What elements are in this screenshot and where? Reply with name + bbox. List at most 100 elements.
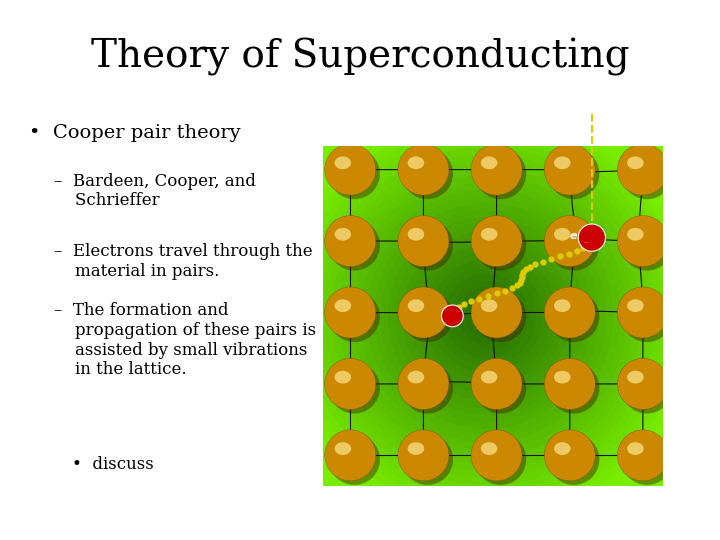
Ellipse shape (475, 362, 526, 414)
Circle shape (338, 168, 634, 463)
Ellipse shape (549, 434, 599, 485)
Ellipse shape (475, 148, 526, 199)
Circle shape (332, 161, 641, 470)
Ellipse shape (617, 215, 668, 267)
Text: •  discuss: • discuss (72, 456, 154, 473)
Ellipse shape (544, 430, 595, 481)
Ellipse shape (617, 430, 668, 481)
Circle shape (395, 225, 577, 407)
Ellipse shape (335, 442, 351, 455)
Ellipse shape (408, 299, 424, 312)
Circle shape (374, 204, 599, 428)
Ellipse shape (617, 287, 668, 338)
Ellipse shape (549, 148, 599, 199)
Ellipse shape (329, 148, 380, 199)
Circle shape (416, 246, 557, 386)
Ellipse shape (554, 299, 570, 312)
Ellipse shape (329, 220, 380, 271)
Ellipse shape (621, 291, 672, 342)
Text: •  Cooper pair theory: • Cooper pair theory (29, 124, 240, 142)
Circle shape (289, 119, 683, 513)
Ellipse shape (325, 287, 376, 338)
Ellipse shape (325, 144, 376, 195)
Ellipse shape (549, 362, 599, 414)
Circle shape (578, 224, 606, 251)
Ellipse shape (481, 371, 498, 383)
Ellipse shape (402, 291, 453, 342)
Ellipse shape (408, 228, 424, 241)
Ellipse shape (621, 148, 672, 199)
Ellipse shape (398, 359, 449, 409)
Ellipse shape (408, 157, 424, 169)
Text: Theory of Superconducting: Theory of Superconducting (91, 38, 629, 76)
Circle shape (381, 211, 592, 421)
Ellipse shape (617, 144, 668, 195)
Circle shape (318, 147, 655, 484)
Ellipse shape (621, 362, 672, 414)
Circle shape (353, 183, 620, 449)
Ellipse shape (398, 287, 449, 338)
Ellipse shape (335, 299, 351, 312)
Circle shape (430, 260, 543, 372)
Circle shape (388, 218, 585, 414)
Text: –  The formation and
    propagation of these pairs is
    assisted by small vib: – The formation and propagation of these… (54, 302, 316, 378)
Ellipse shape (549, 291, 599, 342)
Ellipse shape (329, 291, 380, 342)
Text: –  Bardeen, Cooper, and
    Schrieffer: – Bardeen, Cooper, and Schrieffer (54, 173, 256, 210)
Ellipse shape (617, 359, 668, 409)
Ellipse shape (621, 434, 672, 485)
Circle shape (346, 176, 627, 456)
Ellipse shape (475, 434, 526, 485)
Ellipse shape (544, 215, 595, 267)
Ellipse shape (471, 215, 522, 267)
Ellipse shape (325, 359, 376, 409)
Ellipse shape (481, 228, 498, 241)
Circle shape (297, 126, 676, 506)
Circle shape (409, 239, 564, 393)
Ellipse shape (481, 442, 498, 455)
Ellipse shape (471, 359, 522, 409)
Ellipse shape (471, 430, 522, 481)
Circle shape (465, 295, 508, 337)
Circle shape (437, 267, 536, 365)
Text: e: e (570, 231, 577, 241)
Circle shape (325, 154, 648, 477)
Circle shape (304, 133, 669, 499)
Ellipse shape (402, 220, 453, 271)
Circle shape (472, 302, 500, 330)
Ellipse shape (554, 157, 570, 169)
Ellipse shape (398, 430, 449, 481)
Ellipse shape (544, 359, 595, 409)
Ellipse shape (549, 220, 599, 271)
Ellipse shape (329, 362, 380, 414)
Ellipse shape (471, 144, 522, 195)
Ellipse shape (475, 291, 526, 342)
Ellipse shape (471, 287, 522, 338)
Ellipse shape (398, 215, 449, 267)
Ellipse shape (335, 157, 351, 169)
Circle shape (451, 281, 521, 351)
Ellipse shape (554, 371, 570, 383)
Circle shape (360, 190, 613, 442)
Circle shape (282, 112, 690, 520)
Circle shape (444, 274, 528, 358)
Ellipse shape (335, 371, 351, 383)
Ellipse shape (554, 442, 570, 455)
Ellipse shape (627, 157, 644, 169)
Circle shape (310, 140, 662, 492)
Circle shape (441, 305, 463, 327)
Ellipse shape (398, 144, 449, 195)
Ellipse shape (627, 299, 644, 312)
Ellipse shape (335, 228, 351, 241)
Ellipse shape (325, 215, 376, 267)
Circle shape (480, 309, 493, 323)
Circle shape (276, 105, 698, 527)
Ellipse shape (481, 299, 498, 312)
Ellipse shape (544, 144, 595, 195)
Circle shape (367, 197, 606, 435)
Ellipse shape (402, 148, 453, 199)
Ellipse shape (481, 157, 498, 169)
Ellipse shape (621, 220, 672, 271)
Circle shape (402, 232, 571, 400)
Ellipse shape (325, 430, 376, 481)
